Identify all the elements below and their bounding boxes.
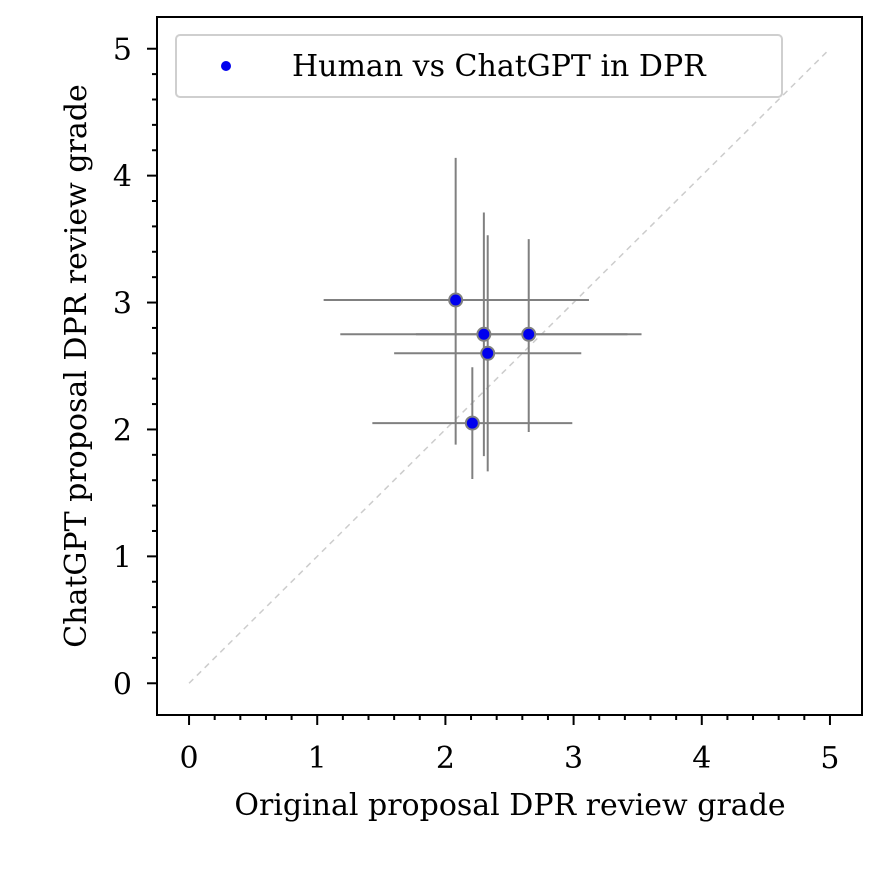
data-point-0-3 xyxy=(480,345,496,361)
y-axis-label: ChatGPT proposal DPR review grade xyxy=(59,84,94,648)
x-tick-label-4: 4 xyxy=(692,741,711,776)
legend-box xyxy=(175,34,783,98)
data-point-0-4 xyxy=(464,415,480,431)
x-axis-label: Original proposal DPR review grade xyxy=(234,788,785,823)
plot-frame xyxy=(156,16,863,716)
legend: Human vs ChatGPT in DPR xyxy=(175,34,783,98)
legend-marker xyxy=(221,61,231,71)
y-tick-label-0: 0 xyxy=(113,667,132,702)
data-point-0-0 xyxy=(448,292,464,308)
reference-diagonal-line xyxy=(188,48,831,684)
y-tick-label-3: 3 xyxy=(113,287,132,322)
data-point-0-1 xyxy=(476,326,492,342)
x-tick-label-2: 2 xyxy=(436,741,455,776)
legend-entry-label: Human vs ChatGPT in DPR xyxy=(292,49,707,84)
x-tick-label-5: 5 xyxy=(820,741,839,776)
y-tick-label-5: 5 xyxy=(113,33,132,68)
y-tick-label-1: 1 xyxy=(113,540,132,575)
y-tick-label-4: 4 xyxy=(113,160,132,195)
data-point-0-2 xyxy=(521,326,537,342)
x-tick-label-1: 1 xyxy=(308,741,327,776)
x-tick-label-0: 0 xyxy=(179,741,198,776)
x-tick-label-3: 3 xyxy=(564,741,583,776)
y-tick-label-2: 2 xyxy=(113,413,132,448)
